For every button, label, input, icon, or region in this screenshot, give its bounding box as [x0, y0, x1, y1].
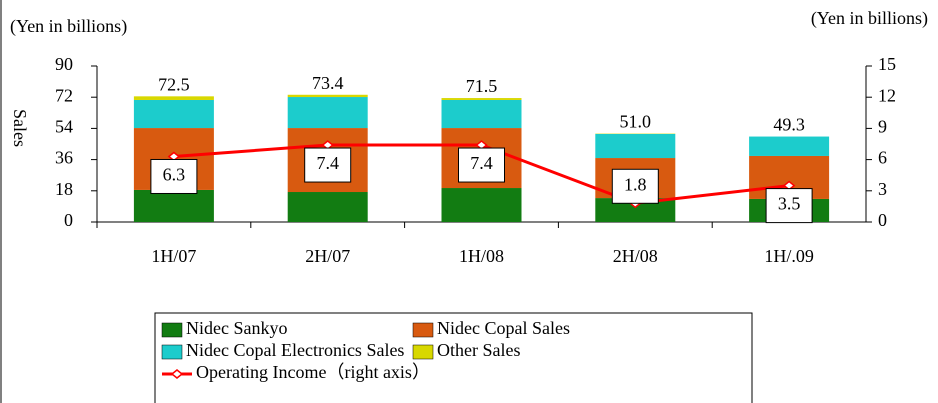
legend-label: Nidec Copal Electronics Sales: [186, 340, 404, 360]
bar-segment: [441, 188, 522, 222]
bar-segment: [287, 192, 368, 222]
value-box: [150, 158, 198, 194]
total-label: 73.4: [312, 73, 344, 93]
value-box: [304, 147, 352, 183]
bar-segment: [133, 96, 214, 100]
bar-segment: [441, 98, 522, 100]
legend-box: [154, 312, 753, 403]
bar-segment: [133, 99, 214, 129]
legend-label: Nidec Copal Sales: [437, 318, 570, 338]
value-label: 7.4: [470, 153, 493, 173]
x-tick-label: 2H/07: [305, 246, 350, 266]
bar-segment: [287, 94, 368, 98]
legend-marker: [170, 369, 184, 379]
y2-unit: (Yen in billions): [811, 8, 928, 29]
y-tick-label: 18: [55, 179, 73, 199]
legend-label: Other Sales: [437, 340, 520, 360]
total-label: 49.3: [773, 115, 805, 135]
y2-tick-label: 9: [878, 117, 887, 137]
bar-segment: [595, 198, 676, 222]
y-tick-label: 36: [55, 148, 73, 168]
y2-tick-label: 12: [878, 85, 896, 105]
y2-tick-label: 6: [878, 148, 887, 168]
legend-label: Operating Income（right axis）: [196, 362, 430, 382]
value-label: 7.4: [316, 153, 339, 173]
y-tick-label: 0: [64, 210, 73, 230]
value-label: 3.5: [778, 194, 801, 214]
bar-segment: [287, 97, 368, 129]
value-box: [765, 188, 813, 224]
y2-tick-label: 15: [878, 54, 896, 74]
legend-swatch: [161, 344, 183, 360]
y-label: Sales: [10, 109, 30, 147]
bar-segment: [133, 189, 214, 222]
legend-swatch: [161, 322, 183, 338]
value-box: [458, 147, 505, 183]
value-label: 1.8: [624, 174, 647, 194]
y-tick-label: 90: [55, 54, 73, 74]
x-tick-label: 2H/08: [613, 246, 658, 266]
bar-segment: [749, 136, 830, 156]
y-unit: (Yen in billions): [10, 16, 127, 37]
x-tick-label: 1H/07: [151, 246, 196, 266]
bar-segment: [441, 99, 522, 129]
total-label: 51.0: [620, 112, 652, 132]
x-tick-label: 1H/08: [459, 246, 504, 266]
y2-tick-label: 0: [878, 210, 887, 230]
value-box: [611, 168, 659, 204]
x-tick-label: 1H/.09: [764, 246, 814, 266]
y-tick-label: 54: [55, 117, 73, 137]
total-label: 71.5: [466, 76, 498, 96]
legend-label: Nidec Sankyo: [186, 318, 287, 338]
bar-segment: [595, 133, 676, 159]
total-label: 72.5: [158, 74, 190, 94]
legend-swatch: [412, 344, 434, 360]
y2-tick-label: 3: [878, 179, 887, 199]
value-label: 6.3: [163, 165, 186, 185]
y-tick-label: 72: [55, 85, 73, 105]
legend-swatch: [412, 322, 434, 338]
